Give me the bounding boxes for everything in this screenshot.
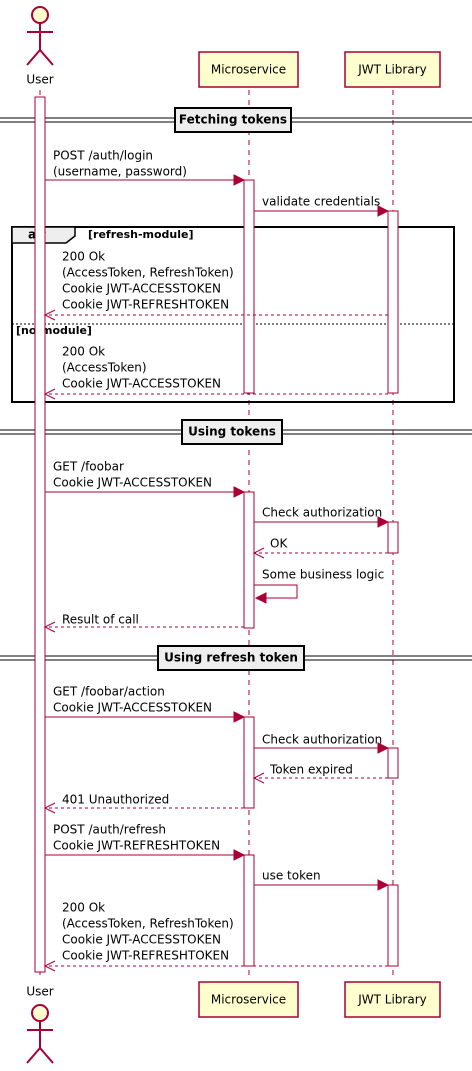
activation [387, 747, 399, 779]
activation [243, 179, 255, 394]
message-label: (AccessToken) [62, 361, 147, 375]
activation [243, 716, 255, 809]
participant-box [198, 981, 299, 1018]
message-label: Cookie JWT-ACCESSTOKEN [53, 476, 212, 490]
activation [387, 521, 399, 554]
participant-box [344, 51, 441, 88]
arrow-head [377, 205, 390, 217]
arrow-head [377, 742, 390, 754]
arrow-head [252, 547, 265, 559]
message-label: (username, password) [53, 165, 187, 179]
message-label: Cookie JWT-REFRESHTOKEN [53, 839, 220, 853]
message-label: Cookie JWT-ACCESSTOKEN [53, 701, 212, 715]
message-label: Cookie JWT-REFRESHTOKEN [62, 298, 229, 312]
activation [243, 854, 255, 967]
message-label: Some business logic [262, 568, 384, 582]
arrow-head [43, 621, 56, 633]
message-label: Cookie JWT-ACCESSTOKEN [62, 933, 221, 947]
participant-label: Microservice [211, 63, 286, 77]
arrow-head [233, 849, 246, 861]
message-label: (AccessToken, RefreshToken) [62, 266, 234, 280]
arrow-head [43, 388, 56, 400]
activation [34, 96, 46, 973]
arrow-head [43, 960, 56, 972]
participant-box [198, 51, 299, 88]
message-label: use token [262, 869, 321, 883]
message-label: Cookie JWT-REFRESHTOKEN [62, 949, 229, 963]
actor-body [26, 23, 54, 66]
divider-box [157, 645, 305, 671]
message-label: 200 Ok [62, 250, 105, 264]
arrow-head [254, 592, 267, 604]
divider-label: Fetching tokens [179, 113, 287, 127]
message-label: (AccessToken, RefreshToken) [62, 917, 234, 931]
divider-label: Using tokens [188, 425, 276, 439]
alt-condition: [refresh-module] [88, 228, 194, 241]
message-label: Result of call [62, 613, 139, 627]
activation [243, 491, 255, 629]
message-label: validate credentials [262, 195, 380, 209]
message-label: Check authorization [262, 506, 382, 520]
divider-label: Using refresh token [164, 651, 298, 665]
message-label: Cookie JWT-ACCESSTOKEN [62, 282, 221, 296]
arrow-head [43, 802, 56, 814]
participant-label: JWT Library [357, 993, 427, 1007]
arrow-head [252, 772, 265, 784]
divider-box [174, 107, 292, 133]
arrow-head [377, 879, 390, 891]
message-label: OK [270, 537, 288, 551]
self-arrow [254, 584, 298, 599]
message-label: 200 Ok [62, 901, 105, 915]
message-label: GET /foobar/action [53, 685, 165, 699]
message-label: Check authorization [262, 733, 382, 747]
arrow-head [377, 516, 390, 528]
arrow-head [233, 711, 246, 723]
arrow-head [233, 486, 246, 498]
participant-label: Microservice [211, 993, 286, 1007]
message-label: POST /auth/login [53, 149, 153, 163]
message-label: 200 Ok [62, 345, 105, 359]
activation [387, 210, 399, 394]
message-label: Token expired [269, 763, 353, 777]
arrow-head [233, 174, 246, 186]
message-label: POST /auth/refresh [53, 823, 166, 837]
participant-label: User [26, 73, 53, 87]
alt-condition: [no-module] [16, 324, 92, 337]
alt-frame [11, 226, 455, 403]
actor-head [31, 1004, 49, 1022]
participant-label: JWT Library [357, 63, 427, 77]
message-label: 401 Unauthorized [62, 793, 169, 807]
arrow-head [43, 309, 56, 321]
actor-head [31, 6, 49, 24]
message-label: Cookie JWT-ACCESSTOKEN [62, 377, 221, 391]
participant-box [344, 981, 441, 1018]
actor-body [26, 1021, 54, 1064]
participant-label: User [26, 985, 53, 999]
divider-box [181, 419, 283, 445]
activation [387, 884, 399, 967]
message-label: GET /foobar [53, 460, 124, 474]
